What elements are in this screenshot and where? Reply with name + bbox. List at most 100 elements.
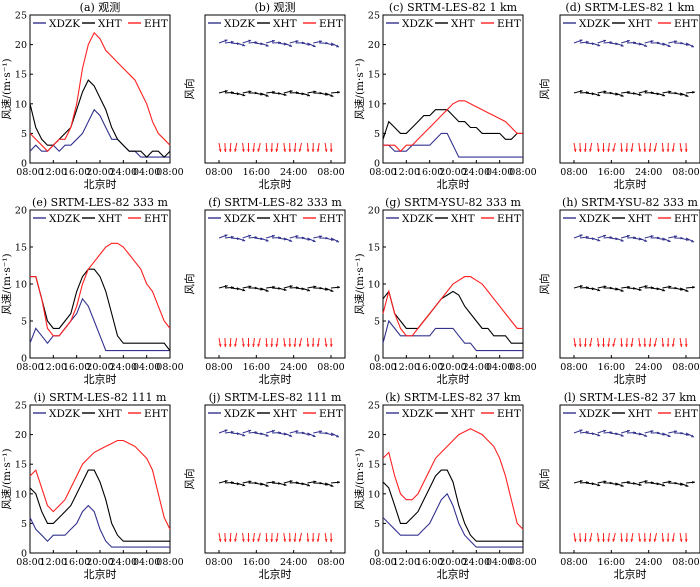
wind-arrow-head-eht xyxy=(679,344,683,347)
y-tick-label: 10 xyxy=(15,489,27,500)
wind-arrow-head-eht xyxy=(648,344,652,347)
y-tick-label: 20 xyxy=(15,430,27,441)
panel-title: (j) SRTM-LES-82 111 m xyxy=(209,391,342,404)
y-axis-label: 风速/(m·s⁻¹) xyxy=(1,253,13,314)
wind-arrow-head-xdzk xyxy=(579,429,583,433)
legend-label-xht: XHT xyxy=(628,18,652,30)
wind-arrow-head-eht xyxy=(596,149,600,152)
wind-arrow-head-xdzk xyxy=(336,434,339,438)
wind-arrow-head-xdzk xyxy=(674,40,678,44)
series-line-eht xyxy=(29,439,171,530)
y-tick-label: 0 xyxy=(374,354,380,365)
wind-arrow-head-xdzk xyxy=(626,39,630,43)
y-axis-label: 风向 xyxy=(538,274,551,295)
wind-arrow-head-xdzk xyxy=(644,44,648,47)
y-tick-label: 10 xyxy=(368,280,380,291)
x-tick-label: 08:00 xyxy=(369,557,396,568)
wind-arrow-head-eht xyxy=(589,344,592,347)
plot-frame xyxy=(204,209,346,359)
wind-arrow-head-xht xyxy=(662,93,665,97)
wind-arrow-head-xht xyxy=(242,288,246,292)
wind-arrow-head-xdzk xyxy=(248,234,252,238)
wind-arrow-head-eht xyxy=(630,149,634,152)
series-line-eht xyxy=(383,100,523,152)
wind-arrow-head-xdzk xyxy=(336,239,339,243)
x-tick-label: 08:00 xyxy=(509,557,536,568)
wind-arrow-head-eht xyxy=(324,539,328,542)
wind-arrow-head-eht xyxy=(643,344,647,347)
wind-arrow-head-eht xyxy=(329,149,333,152)
wind-arrow-head-eht xyxy=(684,539,688,542)
plot-frame xyxy=(559,209,700,359)
x-tick-label: 04:00 xyxy=(486,362,513,373)
wind-arrow-head-eht xyxy=(270,539,274,542)
wind-arrow-head-eht xyxy=(620,539,623,542)
legend-label-eht: EHT xyxy=(674,18,698,30)
y-tick-label: 10 xyxy=(15,280,27,291)
wind-arrow-head-eht xyxy=(661,344,665,347)
wind-arrow-head-xht xyxy=(337,480,340,484)
series-line-xdzk xyxy=(382,492,523,548)
y-axis-label: 风向 xyxy=(183,79,196,100)
wind-arrow-head-eht xyxy=(573,149,577,152)
x-axis-label: 北京时 xyxy=(437,177,470,191)
x-tick-label: 12:00 xyxy=(393,167,420,178)
y-axis-label: 风向 xyxy=(183,274,196,295)
wind-arrow-head-xht xyxy=(307,93,310,97)
x-tick-label: 08:00 xyxy=(560,167,587,178)
wind-arrow-head-xdzk xyxy=(674,430,678,434)
wind-arrow-head-xdzk xyxy=(579,234,583,238)
wind-arrow-head-eht xyxy=(661,149,665,152)
plot-frame xyxy=(382,404,524,554)
y-tick-label: 5 xyxy=(374,317,380,328)
y-tick-label: 10 xyxy=(368,489,380,500)
x-tick-label: 20:00 xyxy=(86,362,113,373)
legend-label-eht: EHT xyxy=(144,408,168,420)
x-tick-label: 12:00 xyxy=(393,362,420,373)
wind-arrow-head-eht xyxy=(247,344,250,347)
x-tick-label: 20:00 xyxy=(86,557,113,568)
wind-arrow-head-eht xyxy=(578,344,582,347)
x-tick-label: 12:00 xyxy=(40,167,67,178)
y-tick-label: 25 xyxy=(368,11,380,22)
y-tick-label: 15 xyxy=(15,70,27,81)
wind-arrow-head-xht xyxy=(289,285,293,288)
wind-arrow-head-eht xyxy=(234,149,237,152)
wind-arrow-head-xdzk xyxy=(667,239,671,242)
wind-arrow-head-xdzk xyxy=(319,430,323,434)
wind-arrow-head-eht xyxy=(625,149,629,152)
x-tick-label: 08:00 xyxy=(369,362,396,373)
wind-arrow-head-eht xyxy=(620,344,623,347)
legend-label-eht: EHT xyxy=(319,408,343,420)
wind-arrow-head-xht xyxy=(242,93,246,97)
wind-arrow-head-eht xyxy=(223,539,227,542)
y-tick-label: 15 xyxy=(15,460,27,471)
wind-arrow-head-eht xyxy=(329,344,333,347)
wind-arrow-head-eht xyxy=(311,539,315,542)
wind-arrow-head-xht xyxy=(330,94,334,97)
wind-arrow-head-eht xyxy=(607,539,610,542)
x-tick-label: 16:00 xyxy=(416,362,443,373)
x-tick-label: 08:00 xyxy=(672,557,699,568)
legend-label-xht: XHT xyxy=(628,408,652,420)
wind-arrow-head-eht xyxy=(589,539,592,542)
wind-arrow-head-xht xyxy=(283,483,287,486)
wind-arrow-head-eht xyxy=(653,538,657,542)
wind-arrow-head-eht xyxy=(228,539,232,542)
wind-arrow-head-eht xyxy=(578,149,582,152)
panel-title: (d) SRTM-LES-82 1 km xyxy=(565,1,695,14)
wind-arrow-head-xht xyxy=(579,90,583,93)
wind-arrow-head-eht xyxy=(306,149,310,152)
wind-arrow-head-xdzk xyxy=(667,434,671,437)
wind-arrow-head-eht xyxy=(666,344,670,347)
panel-title: (l) SRTM-LES-82 37 km xyxy=(564,391,697,404)
x-tick-label: 24:00 xyxy=(463,362,490,373)
x-tick-label: 16:00 xyxy=(63,362,90,373)
wind-arrow-head-xht xyxy=(224,285,228,288)
wind-arrow-head-eht xyxy=(241,539,245,542)
wind-arrow-head-xht xyxy=(692,90,695,94)
series-line-xht xyxy=(382,469,523,542)
x-tick-label: 20:00 xyxy=(439,362,466,373)
wind-arrow-head-xht xyxy=(307,483,310,487)
y-axis-label: 风速/(m·s⁻¹) xyxy=(354,448,366,509)
